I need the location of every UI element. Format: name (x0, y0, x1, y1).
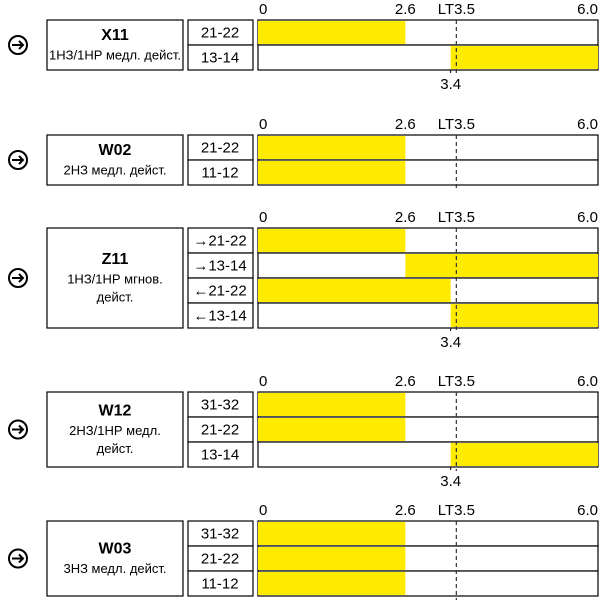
tick-label: 0 (259, 1, 267, 18)
arrow-icon (12, 155, 25, 165)
row-label-box (187, 416, 254, 443)
arrow-icon (12, 424, 25, 435)
description: 2НЗ/1НР медл. (69, 423, 161, 438)
row-label-box (187, 302, 254, 329)
arrow-icon (8, 268, 28, 288)
code: X11 (101, 27, 129, 44)
tick-label: 6.0 (577, 373, 598, 390)
tick-label: 2.6 (395, 502, 416, 519)
row-label-box (187, 159, 254, 186)
row-label: ←13-14 (193, 307, 246, 324)
tick-label: 2.6 (395, 1, 416, 18)
tick-label: 6.0 (577, 502, 598, 519)
tick-label: LT3.5 (438, 1, 475, 18)
row-label-box (187, 277, 254, 304)
code-box (46, 19, 184, 71)
row-label: 21-22 (201, 139, 239, 156)
row-label-box (187, 441, 254, 468)
arrow-icon (8, 548, 28, 569)
code: W02 (99, 142, 132, 159)
row-label: ←21-22 (193, 282, 246, 299)
arrow-icon (8, 150, 28, 170)
marker-label: 3.4 (440, 76, 461, 93)
tick-label: 6.0 (577, 1, 598, 18)
code-box (46, 227, 184, 329)
arrow-icon (8, 35, 28, 55)
row-label-box (187, 44, 254, 71)
tick-label: 2.6 (395, 209, 416, 226)
row-label-box (187, 570, 254, 597)
tick-label: 6.0 (577, 116, 598, 133)
description: дейст. (97, 289, 134, 304)
row-label: →13-14 (193, 257, 246, 274)
marker-label: 3.4 (440, 334, 461, 351)
tick-label: 2.6 (395, 116, 416, 133)
contact-bar (258, 547, 406, 570)
tick-label: 0 (259, 209, 267, 226)
tick-label: 0 (259, 502, 267, 519)
row-label: 11-12 (201, 164, 238, 181)
contact-bar (450, 46, 598, 69)
row-label: 31-32 (201, 525, 239, 542)
description: 3НЗ медл. дейст. (63, 561, 166, 576)
row-label: 13-14 (201, 49, 239, 66)
tick-label: LT3.5 (438, 373, 475, 390)
row-label: 11-12 (201, 575, 238, 592)
contact-bar (258, 136, 406, 159)
code-box (46, 134, 184, 186)
contact-bar (258, 161, 406, 184)
arrow-icon (12, 273, 25, 283)
description: 1НЗ/1НР мгнов. (67, 271, 163, 286)
description: дейст. (97, 441, 134, 456)
code-box (46, 520, 184, 597)
code-box (46, 391, 184, 468)
row-label: 21-22 (201, 421, 239, 438)
tick-label: LT3.5 (438, 116, 475, 133)
tick-label: LT3.5 (438, 502, 475, 519)
contact-bar (258, 522, 406, 545)
marker-label: 3.4 (440, 473, 461, 490)
contact-bar (258, 21, 406, 44)
contact-bar (258, 418, 406, 441)
row-label: 13-14 (201, 446, 239, 463)
contact-bar (450, 443, 598, 466)
tick-label: 0 (259, 116, 267, 133)
tick-label: 2.6 (395, 373, 416, 390)
contact-bar (258, 279, 451, 302)
tick-label: 0 (259, 373, 267, 390)
row-label: 21-22 (201, 550, 239, 567)
tick-label: LT3.5 (438, 209, 475, 226)
row-label-box (187, 252, 254, 279)
arrow-icon (12, 553, 25, 564)
code: W03 (99, 541, 132, 558)
row-label: →21-22 (193, 232, 246, 249)
arrow-icon (8, 419, 28, 440)
contact-bar (258, 393, 406, 416)
row-label-box (187, 227, 254, 254)
description: 1НЗ/1НР медл. дейст. (49, 47, 181, 62)
code: Z11 (102, 251, 129, 268)
tick-label: 6.0 (577, 209, 598, 226)
contact-bar (405, 254, 598, 277)
code: W12 (99, 403, 132, 420)
row-label-box (187, 134, 254, 161)
contact-bar (258, 229, 406, 252)
row-label: 31-32 (201, 396, 239, 413)
arrow-icon (12, 40, 25, 50)
row-label: 21-22 (201, 24, 239, 41)
contact-bar (258, 572, 406, 595)
description: 2НЗ медл. дейст. (63, 162, 166, 177)
contact-bar (450, 304, 598, 327)
